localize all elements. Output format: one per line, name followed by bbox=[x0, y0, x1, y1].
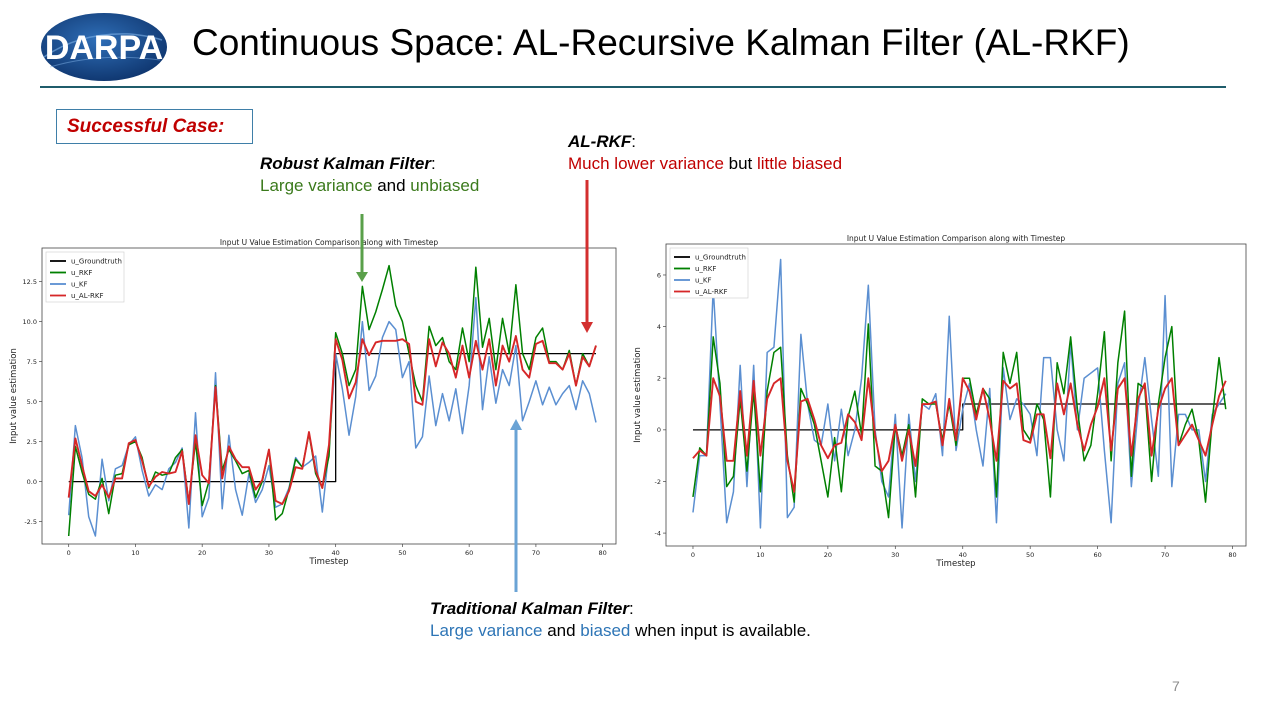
chart1-xtick-label: 50 bbox=[1026, 551, 1034, 559]
chart0-ytick-label: 7.5 bbox=[27, 358, 37, 366]
annotation-kf-p4: when input is available. bbox=[630, 621, 811, 640]
chart1-ylabel: Input value estimation bbox=[633, 347, 643, 443]
chart0-plot-area bbox=[41, 247, 617, 545]
chart0-legend-label-kf: u_KF bbox=[71, 281, 88, 289]
chart0-xtick-label: 60 bbox=[465, 549, 473, 557]
annotation-rkf-colon: : bbox=[430, 154, 436, 173]
title-divider bbox=[40, 86, 1226, 88]
annotation-kf-p1: Large variance bbox=[430, 621, 543, 640]
case-label: Successful Case: bbox=[56, 109, 253, 144]
chart0-ylabel: Input value estimation bbox=[9, 348, 19, 444]
annotation-rkf-p1: Large variance bbox=[260, 176, 373, 195]
chart1-legend-label-alrkf: u_AL-RKF bbox=[695, 288, 728, 296]
annotation-alrkf-colon: : bbox=[631, 132, 636, 151]
annotation-kf-colon: : bbox=[629, 599, 634, 618]
chart1-ytick-label: -4 bbox=[655, 529, 661, 537]
chart1-series-alrkf bbox=[692, 377, 1227, 493]
chart0-xtick-label: 0 bbox=[67, 549, 71, 557]
chart0-legend-label-alrkf: u_AL-RKF bbox=[71, 292, 104, 300]
annotation-rkf-p3: unbiased bbox=[410, 176, 480, 195]
chart1-xtick-label: 10 bbox=[756, 551, 764, 559]
chart0-xtick-label: 50 bbox=[398, 549, 406, 557]
chart1-xtick-label: 30 bbox=[891, 551, 899, 559]
chart1-ytick-label: 4 bbox=[657, 323, 661, 331]
chart1-xtick-label: 20 bbox=[824, 551, 832, 559]
annotation-alrkf: AL-RKF: Much lower variance but little b… bbox=[568, 131, 842, 175]
chart0-ytick-label: 10.0 bbox=[23, 318, 37, 326]
chart0-legend-label-rkf: u_RKF bbox=[71, 269, 92, 277]
chart1-ytick-label: 0 bbox=[657, 426, 661, 434]
chart1-xtick-label: 40 bbox=[959, 551, 967, 559]
chart1-xlabel: Timestep bbox=[935, 559, 975, 568]
chart1-xtick-label: 60 bbox=[1093, 551, 1101, 559]
slide-title: Continuous Space: AL-Recursive Kalman Fi… bbox=[192, 22, 1130, 63]
chart1-title: Input U Value Estimation Comparison alon… bbox=[847, 234, 1066, 243]
chart0-series-groundtruth bbox=[68, 352, 596, 483]
annotation-alrkf-p1: Much lower variance bbox=[568, 154, 724, 173]
chart1-xtick-label: 80 bbox=[1228, 551, 1236, 559]
chart0-xtick-label: 20 bbox=[198, 549, 206, 557]
chart0-ytick-label: 5.0 bbox=[27, 398, 37, 406]
chart1-xtick-label: 70 bbox=[1161, 551, 1169, 559]
chart1-ytick-label: 6 bbox=[657, 271, 661, 279]
annotation-rkf-head: Robust Kalman Filter bbox=[260, 154, 431, 173]
chart1-ytick-label: 2 bbox=[657, 375, 661, 383]
chart0-xlabel: Timestep bbox=[308, 557, 348, 566]
chart0-xtick-label: 30 bbox=[265, 549, 273, 557]
chart0-title: Input U Value Estimation Comparison alon… bbox=[220, 238, 439, 247]
chart1-legend-label-kf: u_KF bbox=[695, 277, 712, 285]
page-number: 7 bbox=[1172, 678, 1180, 694]
chart0-ytick-label: -2.5 bbox=[24, 518, 37, 526]
chart0-xtick-label: 80 bbox=[599, 549, 607, 557]
annotation-kf: Traditional Kalman Filter: Large varianc… bbox=[430, 598, 811, 642]
chart1-legend-label-rkf: u_RKF bbox=[695, 265, 716, 273]
annotation-alrkf-p3: little biased bbox=[757, 154, 843, 173]
annotation-alrkf-head: AL-RKF bbox=[568, 132, 632, 151]
chart0-xtick-label: 10 bbox=[131, 549, 139, 557]
chart-left: Input U Value Estimation Comparison alon… bbox=[9, 238, 617, 566]
logo-text: DARPA bbox=[45, 29, 163, 67]
annotation-rkf-p2: and bbox=[372, 176, 411, 195]
chart1-series-kf bbox=[692, 258, 1227, 529]
chart0-ytick-label: 12.5 bbox=[23, 278, 37, 286]
chart1-ytick-label: -2 bbox=[655, 478, 661, 486]
annotation-rkf: Robust Kalman Filter: Large variance and… bbox=[260, 153, 479, 197]
annotation-kf-head: Traditional Kalman Filter bbox=[430, 599, 630, 618]
chart1-xtick-label: 0 bbox=[691, 551, 695, 559]
chart0-ytick-label: 0.0 bbox=[27, 478, 37, 486]
chart0-legend-label-groundtruth: u_Groundtruth bbox=[71, 258, 122, 266]
annotation-kf-p2: and bbox=[542, 621, 581, 640]
annotation-alrkf-p2: but bbox=[723, 154, 757, 173]
chart-right: Input U Value Estimation Comparison alon… bbox=[633, 234, 1247, 568]
chart0-series-alrkf bbox=[67, 335, 597, 505]
chart0-xtick-label: 40 bbox=[332, 549, 340, 557]
chart1-legend-label-groundtruth: u_Groundtruth bbox=[695, 254, 746, 262]
darpa-logo: DARPA bbox=[41, 13, 167, 81]
chart0-xtick-label: 70 bbox=[532, 549, 540, 557]
annotation-kf-p3: biased bbox=[580, 621, 631, 640]
chart0-ytick-label: 2.5 bbox=[27, 438, 37, 446]
